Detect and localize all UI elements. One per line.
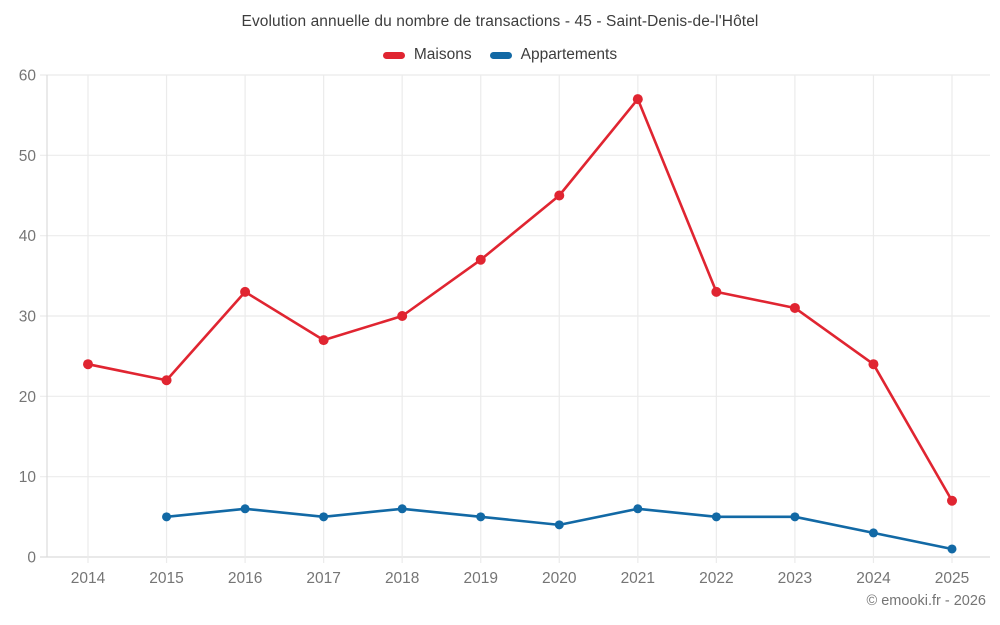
data-point-appartements[interactable] bbox=[162, 512, 172, 522]
legend-item-appartements[interactable]: Appartements bbox=[489, 46, 618, 64]
data-point-appartements[interactable] bbox=[790, 512, 800, 522]
data-point-appartements[interactable] bbox=[554, 520, 564, 530]
data-point-maisons[interactable] bbox=[632, 94, 643, 105]
y-tick-label: 10 bbox=[19, 469, 37, 486]
data-point-appartements[interactable] bbox=[947, 544, 957, 554]
x-tick-label: 2017 bbox=[306, 570, 340, 587]
data-point-maisons[interactable] bbox=[711, 286, 722, 297]
data-point-maisons[interactable] bbox=[397, 311, 408, 321]
y-tick-label: 40 bbox=[19, 228, 37, 245]
data-point-appartements[interactable] bbox=[476, 512, 486, 522]
appartements-swatch-icon bbox=[489, 51, 512, 59]
data-point-maisons[interactable] bbox=[475, 254, 486, 265]
x-tick-label: 2014 bbox=[71, 570, 106, 587]
data-point-maisons[interactable] bbox=[554, 190, 565, 201]
x-tick-label: 2019 bbox=[463, 570, 497, 587]
data-point-appartements[interactable] bbox=[319, 512, 329, 522]
x-tick-label: 2021 bbox=[621, 570, 655, 587]
data-point-maisons[interactable] bbox=[318, 335, 329, 346]
y-tick-label: 20 bbox=[19, 389, 37, 406]
data-point-appartements[interactable] bbox=[633, 504, 643, 514]
x-tick-label: 2023 bbox=[778, 570, 812, 587]
y-tick-label: 50 bbox=[19, 148, 37, 165]
y-tick-label: 0 bbox=[27, 549, 36, 566]
legend-label-maisons: Maisons bbox=[413, 46, 472, 63]
chart-legend: Maisons Appartements bbox=[0, 46, 1000, 64]
maisons-swatch-icon bbox=[382, 51, 405, 59]
x-tick-label: 2016 bbox=[228, 570, 262, 587]
x-tick-label: 2015 bbox=[149, 570, 183, 587]
x-tick-label: 2018 bbox=[385, 570, 419, 587]
x-tick-label: 2022 bbox=[699, 570, 733, 587]
copyright-text: © emooki.fr - 2026 bbox=[866, 593, 986, 609]
legend-item-maisons[interactable]: Maisons bbox=[382, 46, 472, 64]
x-tick-label: 2024 bbox=[856, 570, 891, 587]
y-tick-label: 30 bbox=[19, 308, 37, 325]
data-point-maisons[interactable] bbox=[240, 286, 251, 297]
data-point-maisons[interactable] bbox=[161, 375, 172, 386]
data-point-maisons[interactable] bbox=[789, 302, 800, 313]
chart-title: Evolution annuelle du nombre de transact… bbox=[241, 13, 759, 30]
data-point-maisons[interactable] bbox=[947, 495, 957, 506]
x-tick-label: 2020 bbox=[542, 570, 577, 587]
data-point-maisons[interactable] bbox=[83, 359, 93, 370]
series-line-maisons bbox=[86, 97, 954, 503]
legend-label-appartements: Appartements bbox=[520, 46, 618, 63]
data-point-appartements[interactable] bbox=[240, 504, 250, 514]
data-point-appartements[interactable] bbox=[868, 528, 878, 538]
x-tick-label: 2025 bbox=[935, 570, 969, 587]
y-tick-label: 60 bbox=[19, 67, 37, 84]
data-point-appartements[interactable] bbox=[711, 512, 721, 522]
data-point-appartements[interactable] bbox=[397, 504, 407, 514]
data-point-maisons[interactable] bbox=[868, 359, 879, 370]
